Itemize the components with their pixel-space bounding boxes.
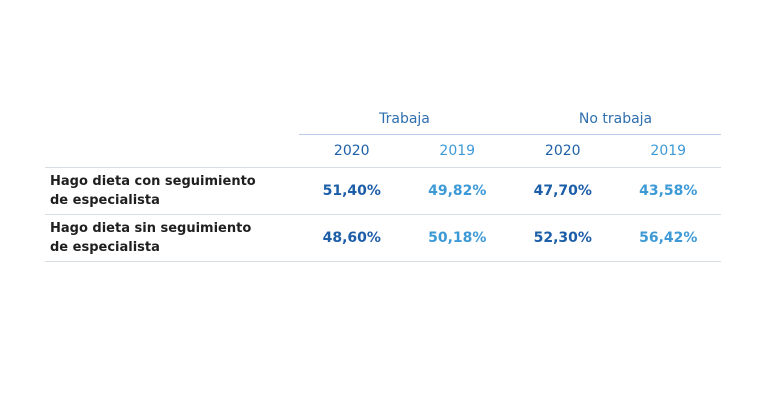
year-header-row: 2020 2019 2020 2019 <box>45 135 721 168</box>
year-header-no-trabaja-2019: 2019 <box>650 143 687 159</box>
table-row: Hago dieta sin seguimiento de especialis… <box>45 215 721 262</box>
row-label-line2: de especialista <box>50 240 160 255</box>
group-header-trabaja: Trabaja <box>299 104 510 135</box>
year-header-no-trabaja-2020: 2020 <box>544 143 581 159</box>
table-row: Hago dieta con seguimiento de especialis… <box>45 168 721 215</box>
table-cell: 43,58% <box>639 183 698 199</box>
table-cell: 50,18% <box>428 230 487 246</box>
row-label-line1: Hago dieta sin seguimiento <box>50 221 252 236</box>
group-header-no-trabaja: No trabaja <box>510 104 721 135</box>
table-cell: 52,30% <box>533 230 592 246</box>
table-cell: 49,82% <box>428 183 487 199</box>
row-label-line2: de especialista <box>50 193 160 208</box>
table-cell: 56,42% <box>639 230 698 246</box>
table-cell: 47,70% <box>533 183 592 199</box>
diet-table: Trabaja No trabaja 2020 2019 2020 2019 H… <box>45 104 721 262</box>
table-cell: 51,40% <box>322 183 381 199</box>
table-cell: 48,60% <box>322 230 381 246</box>
year-header-trabaja-2020: 2020 <box>333 143 370 159</box>
group-header-row: Trabaja No trabaja <box>45 104 721 135</box>
year-header-trabaja-2019: 2019 <box>439 143 476 159</box>
row-label-line1: Hago dieta con seguimiento <box>50 174 256 189</box>
row-label: Hago dieta con seguimiento de especialis… <box>45 172 299 210</box>
row-label: Hago dieta sin seguimiento de especialis… <box>45 219 299 257</box>
